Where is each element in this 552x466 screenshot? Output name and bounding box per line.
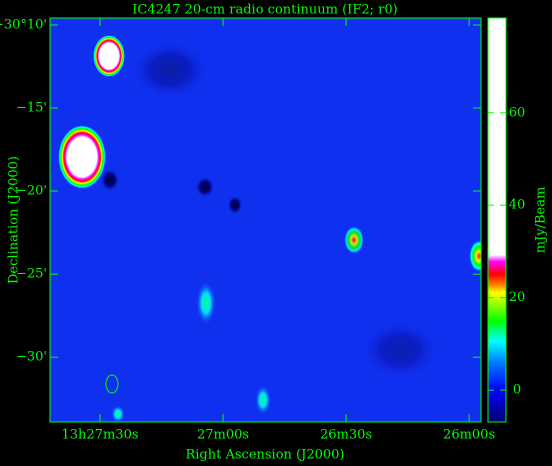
frame bbox=[49, 17, 482, 423]
y-tick-label: −30°10' bbox=[0, 17, 47, 32]
noise bbox=[360, 320, 440, 380]
noise bbox=[227, 195, 243, 215]
colorbar-label: mJy/Beam bbox=[534, 187, 549, 254]
noise bbox=[130, 40, 210, 100]
x-tick-label: 27m00s bbox=[197, 428, 249, 443]
beam bbox=[105, 374, 119, 394]
colorbar-tick-label: 60 bbox=[509, 105, 526, 120]
source bbox=[255, 385, 271, 415]
y-tick-label: −20' bbox=[16, 184, 47, 199]
x-tick-label: 13h27m30s bbox=[62, 428, 139, 443]
colorbar-tick-label: 0 bbox=[513, 383, 521, 398]
colorbar-tick-label: 20 bbox=[509, 290, 526, 305]
colorbar-tick-label: 40 bbox=[509, 198, 526, 213]
y-tick-label: −30' bbox=[16, 350, 47, 365]
source bbox=[93, 35, 125, 77]
x-tick-label: 26m00s bbox=[443, 428, 495, 443]
source bbox=[196, 281, 216, 325]
source bbox=[111, 405, 125, 422]
radio-image bbox=[50, 18, 481, 422]
chart-title: IC4247 20-cm radio continuum (IF2; r0) bbox=[132, 3, 397, 18]
noise bbox=[195, 176, 215, 198]
colorbar bbox=[487, 17, 507, 423]
noise bbox=[100, 168, 120, 192]
source bbox=[344, 226, 364, 254]
source bbox=[58, 125, 106, 189]
y-axis-label: Declination (J2000) bbox=[7, 156, 22, 284]
x-tick-label: 26m30s bbox=[320, 428, 372, 443]
source bbox=[469, 240, 481, 272]
y-tick-label: −15' bbox=[16, 101, 47, 116]
y-tick-label: −25' bbox=[16, 267, 47, 282]
x-axis-label: Right Ascension (J2000) bbox=[185, 448, 344, 463]
